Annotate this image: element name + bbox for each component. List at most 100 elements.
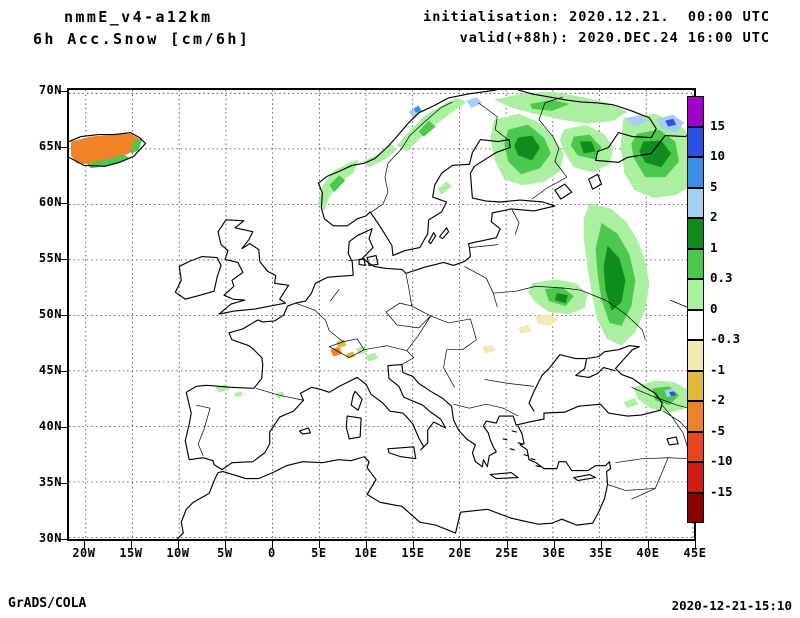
lon-label-45E: 45E [683,546,707,560]
snow-region-ukraine-cream-2 [518,324,533,334]
colorbar-label--0.3: -0.3 [710,331,741,346]
colorbar-segment-1 [687,126,704,157]
lat-tick-35N [60,483,67,484]
lat-label-30N: 30N [38,531,62,546]
snow-region-iceland-melt [70,133,141,165]
colorbar: 15 10 5 2 1 0.3 0 -0.3 -1 -2 -5 -10 -15 [687,96,740,523]
lon-label-5W: 5W [217,546,233,560]
colorbar-segment-5 [687,248,704,279]
colorbar-segment-6 [687,279,704,310]
colorbar-label-0: 0 [710,300,718,316]
map-svg [69,90,694,539]
snow-region-lofoten-blue-core [413,105,421,113]
lon-tick-20E [460,541,461,548]
lat-tick-60N [60,203,67,204]
lon-tick-10W [178,541,179,548]
lon-label-10W: 10W [166,546,190,560]
snow-region-iceland-fringe-south [86,154,130,169]
lat-label-45N: 45N [38,363,62,378]
grid-layer [69,90,694,539]
snow-region-norway-south-core [329,175,346,193]
snow-region-whitesea-blue [625,114,649,127]
coastline-islands [69,132,679,482]
lon-label-20W: 20W [72,546,96,560]
snow-region-tromso-blue [466,96,483,108]
snow-region-balkan-speck [366,352,379,362]
colorbar-label-5: 5 [710,178,718,194]
lon-tick-30E [554,541,555,548]
lat-tick-40N [60,427,67,428]
snow-region-iceland-fringe-east [130,138,143,154]
colorbar-segment-11 [687,431,704,462]
lat-tick-45N [60,371,67,372]
snow-region-iberia-speck-1 [215,384,230,393]
lon-label-25E: 25E [495,546,519,560]
snow-region-trabzon-speck [623,398,639,409]
lat-label-70N: 70N [38,83,62,98]
snow-region-pyrenees-speck [275,391,285,399]
colorbar-label-1: 1 [710,239,718,255]
lon-tick-20W [84,541,85,548]
valid-time-label: valid(+88h): 2020.DEC.24 16:00 UTC [459,30,770,46]
colorbar-label--1: -1 [710,361,726,377]
coastline-layer [69,90,694,539]
lon-tick-5E [319,541,320,548]
colorbar-segment-4 [687,218,704,249]
snow-region-pannonia-cream [482,344,497,354]
snow-region-iberia-speck-2 [233,391,243,398]
lon-label-20E: 20E [448,546,472,560]
snow-region-norway-south-mountains [317,159,360,211]
colorbar-segment-8 [687,340,704,371]
lat-label-50N: 50N [38,307,62,322]
lon-tick-35E [601,541,602,548]
colorbar-segment-13 [687,492,704,523]
lon-tick-25E [507,541,508,548]
snow-region-norway-north-core [418,120,436,137]
coastline-aegean-islets [502,430,541,468]
snow-region-sweden-coast-speck [437,181,452,196]
colorbar-label-0.3: 0.3 [710,270,733,285]
colorbar-segment-10 [687,401,704,432]
variable-title: 6h Acc.Snow [cm/6h] [33,30,251,48]
coastline-atlantic-baltic-arctic [184,90,694,471]
lon-label-5E: 5E [311,546,327,560]
colorbar-label-2: 2 [710,209,718,224]
country-border-layer [196,96,694,500]
lon-label-30E: 30E [542,546,566,560]
snow-region-caucasus-blue-core [669,391,677,397]
colorbar-segment-3 [687,187,704,218]
lat-label-55N: 55N [38,251,62,266]
colorbar-segment-12 [687,462,704,493]
lat-label-40N: 40N [38,419,62,434]
lat-label-65N: 65N [38,139,62,154]
lon-tick-40E [648,541,649,548]
coastline-mediterranean-blacksea [221,345,663,471]
colorbar-label-15: 15 [710,117,726,133]
colorbar-segment-7 [687,309,704,340]
lat-label-35N: 35N [38,475,62,490]
colorbar-label-10: 10 [710,148,726,163]
model-title: nmmE_v4-a12km [64,8,213,26]
colorbar-segment-9 [687,370,704,401]
lat-label-60N: 60N [38,195,62,210]
snow-region-finnmark-core [530,99,570,111]
init-time-label: initialisation: 2020.12.21. 00:00 UTC [423,9,770,25]
lon-tick-10E [366,541,367,548]
snow-region-pechora-blue-core [665,118,677,127]
creation-timestamp: 2020-12-21-15:10 [671,598,792,613]
lon-label-15E: 15E [401,546,425,560]
lon-tick-15W [131,541,132,548]
snow-region-kyiv-dark [554,293,568,304]
lon-tick-15E [413,541,414,548]
colorbar-segment-2 [687,157,704,188]
snow-region-ukraine-cream-1 [536,314,558,326]
colorbar-label--15: -15 [710,483,733,499]
lat-tick-30N [60,539,67,540]
lon-tick-5W [225,541,226,548]
country-borders [196,96,694,500]
snow-region-norway-mid [363,143,397,168]
lat-tick-70N [60,91,67,92]
snow-region-karelia-dark [579,141,596,154]
lon-label-15W: 15W [119,546,143,560]
